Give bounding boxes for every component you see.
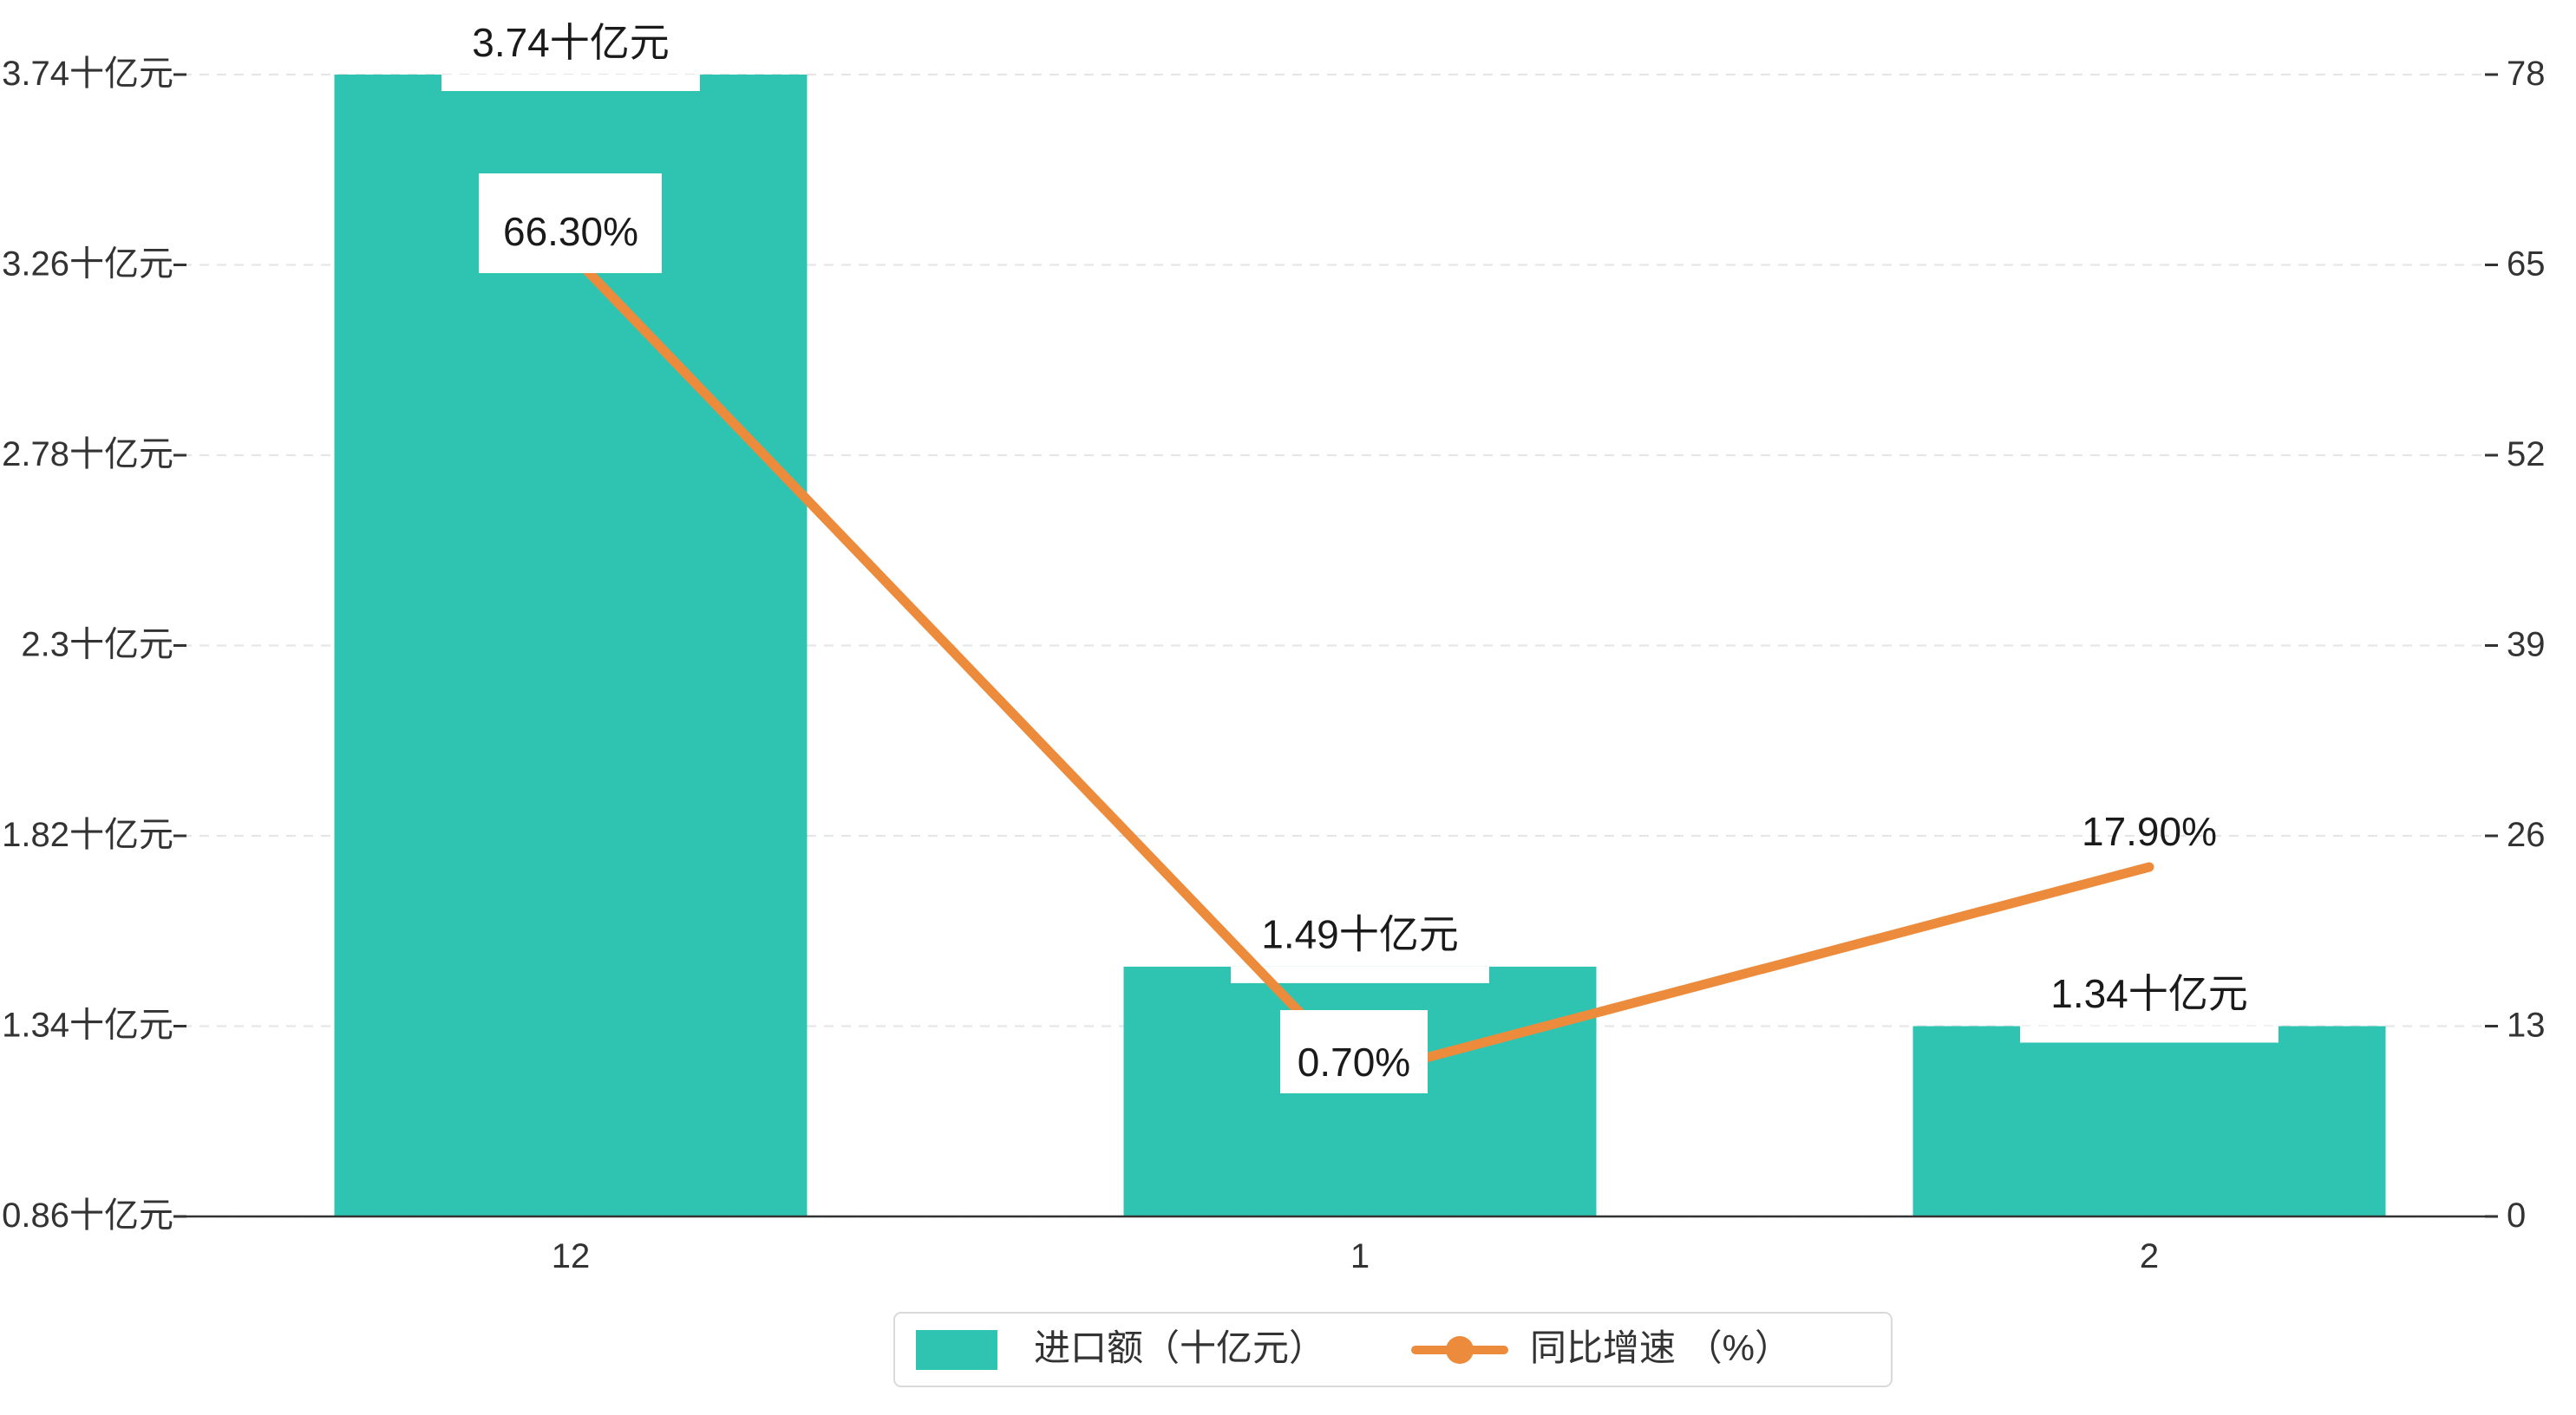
svg-text:1: 1 — [1350, 1237, 1370, 1275]
svg-text:78: 78 — [2507, 55, 2546, 93]
svg-text:3.74十亿元: 3.74十亿元 — [2, 55, 173, 93]
svg-text:66.30%: 66.30% — [503, 209, 638, 254]
svg-text:39: 39 — [2507, 626, 2546, 664]
svg-text:2: 2 — [2140, 1237, 2159, 1275]
svg-text:65: 65 — [2507, 245, 2546, 284]
svg-text:1.34十亿元: 1.34十亿元 — [2, 1007, 173, 1045]
svg-text:同比增速 （%）: 同比增速 （%） — [1530, 1327, 1791, 1368]
svg-text:17.90%: 17.90% — [2082, 809, 2217, 854]
svg-text:1.82十亿元: 1.82十亿元 — [2, 816, 173, 854]
svg-text:26: 26 — [2507, 816, 2546, 854]
svg-text:13: 13 — [2507, 1007, 2546, 1045]
svg-text:52: 52 — [2507, 435, 2546, 473]
svg-text:1.49十亿元: 1.49十亿元 — [1261, 912, 1459, 957]
svg-text:3.74十亿元: 3.74十亿元 — [472, 20, 670, 65]
svg-text:3.26十亿元: 3.26十亿元 — [2, 245, 173, 284]
svg-text:0.70%: 0.70% — [1298, 1040, 1410, 1085]
svg-text:0: 0 — [2507, 1197, 2526, 1235]
svg-text:2.78十亿元: 2.78十亿元 — [2, 435, 173, 473]
svg-text:12: 12 — [552, 1237, 591, 1275]
svg-text:1.34十亿元: 1.34十亿元 — [2050, 971, 2248, 1016]
svg-text:进口额（十亿元）: 进口额（十亿元） — [1034, 1327, 1325, 1368]
svg-text:2.3十亿元: 2.3十亿元 — [21, 626, 173, 664]
svg-text:0.86十亿元: 0.86十亿元 — [2, 1197, 173, 1235]
